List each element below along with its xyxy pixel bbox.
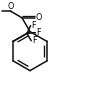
Text: O: O bbox=[8, 2, 14, 11]
Text: F: F bbox=[31, 21, 36, 30]
Text: F: F bbox=[32, 36, 36, 45]
Text: F: F bbox=[36, 28, 41, 37]
Text: O: O bbox=[36, 13, 42, 22]
